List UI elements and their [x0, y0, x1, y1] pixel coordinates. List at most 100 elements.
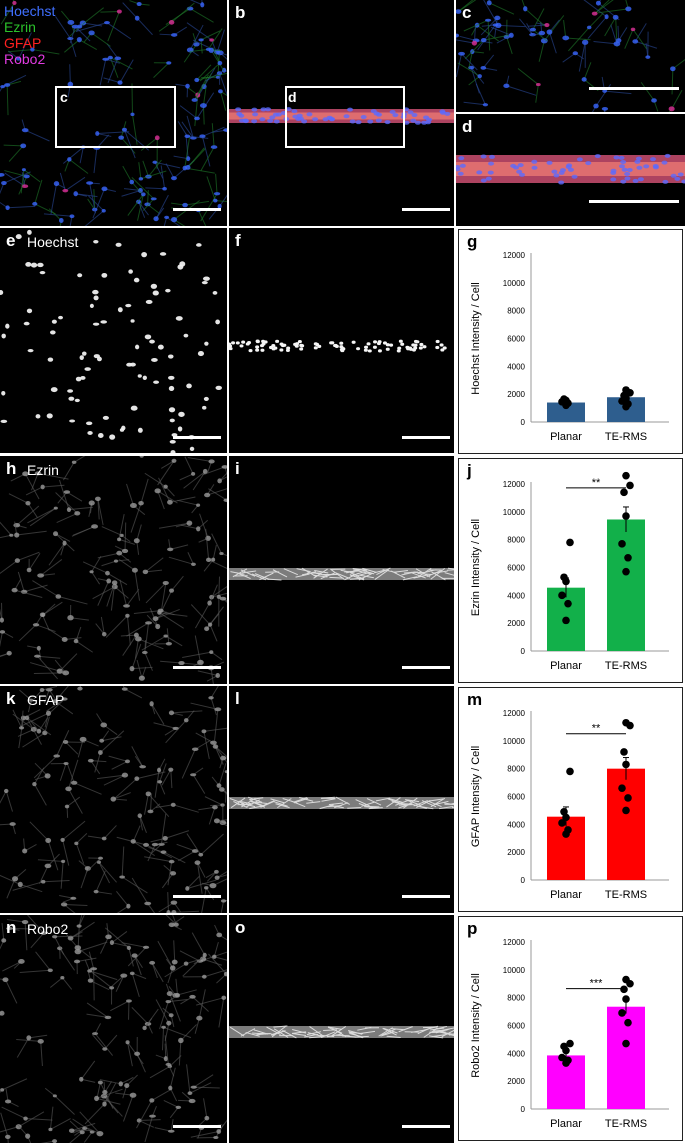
scale-bar-a: [173, 208, 221, 211]
panel-label-n: n: [6, 918, 17, 937]
data-point: [622, 1039, 630, 1048]
y-tick-label: 8000: [507, 307, 525, 316]
y-tick-label: 8000: [507, 765, 525, 774]
chart-label-m: m: [467, 690, 483, 709]
y-tick-label: 4000: [507, 591, 525, 600]
chart-m-svg: 0 2000 4000 6000 8000 10000 12000 GFAP Intensit…: [470, 709, 669, 901]
scale-bar-i: [402, 666, 450, 669]
legend-gfap: GFAP: [4, 35, 42, 51]
data-point: [566, 767, 574, 776]
panel-label-e: e: [6, 231, 16, 250]
legend-ezrin: Ezrin: [4, 19, 36, 35]
x-tick-label: Planar: [550, 1118, 582, 1130]
data-point: [622, 512, 630, 520]
y-tick-label: 2000: [507, 848, 525, 857]
x-tick-label: Planar: [550, 889, 582, 901]
panel-title-k: GFAP: [27, 692, 65, 708]
data-point: [560, 808, 568, 816]
chart-g-svg: 0 2000 4000 6000 8000 10000 12000 Hoechst Inten…: [470, 251, 669, 443]
chart-j-ezrin: 0 2000 4000 6000 8000 10000 12000 Ezrin Intensi…: [458, 458, 683, 683]
panel-label-o: o: [235, 918, 246, 937]
roi-label-d: d: [288, 89, 297, 105]
x-tick-label: Planar: [550, 660, 582, 672]
data-point: [564, 1056, 572, 1065]
data-point: [622, 567, 630, 576]
data-point: [624, 794, 632, 802]
panel-title-e: Hoechst: [27, 234, 79, 250]
x-tick-label: TE-RMS: [605, 660, 647, 672]
roi-box-d: [285, 86, 405, 148]
data-point: [622, 760, 630, 769]
y-tick-label: 12000: [503, 251, 526, 260]
chart-p-robo2: 0 2000 4000 6000 8000 10000 12000 Robo2 Intensi…: [458, 916, 683, 1141]
data-point: [560, 1042, 568, 1051]
y-tick-label: 0: [521, 1105, 526, 1114]
zoom-te-rms-image: d: [456, 114, 685, 226]
scale-bar-f: [402, 436, 450, 439]
gfap-planar-image: k GFAP: [0, 686, 227, 913]
channel-legend: Hoechst Ezrin GFAP Robo2: [4, 3, 55, 67]
ezrin-planar-image: h Ezrin: [0, 456, 227, 684]
x-tick-label: Planar: [550, 431, 582, 443]
data-point: [564, 826, 572, 834]
data-point: [622, 975, 630, 984]
data-point: [622, 806, 630, 815]
x-tick-label: TE-RMS: [605, 431, 647, 443]
panel-label-i: i: [235, 459, 240, 478]
y-tick-label: 10000: [503, 966, 526, 975]
robo2-planar-image: n Robo2: [0, 915, 227, 1143]
robo2-te-rms-image: o: [229, 915, 454, 1143]
panel-label-f: f: [235, 231, 241, 250]
data-point: [620, 985, 628, 994]
data-point: [558, 591, 566, 600]
y-tick-label: 6000: [507, 335, 525, 344]
bar: [547, 402, 585, 422]
y-tick-label: 10000: [503, 508, 526, 517]
y-axis-label: GFAP Intensity / Cell: [470, 746, 482, 847]
data-point: [620, 748, 628, 756]
y-tick-label: 8000: [507, 536, 525, 545]
chart-label-p: p: [467, 919, 478, 938]
y-tick-label: 2000: [507, 390, 525, 399]
scale-bar-b: [402, 208, 450, 211]
data-point: [558, 1053, 566, 1062]
data-point: [622, 718, 630, 727]
roi-box-c: [55, 86, 176, 148]
ezrin-te-rms-image: i: [229, 456, 454, 684]
y-tick-label: 2000: [507, 619, 525, 628]
legend-robo2: Robo2: [4, 51, 46, 67]
y-tick-label: 12000: [503, 709, 526, 718]
scale-bar-l: [402, 895, 450, 898]
panel-label-h: h: [6, 459, 17, 478]
merged-planar-image: Hoechst Ezrin GFAP Robo2 c: [0, 0, 227, 226]
legend-hoechst: Hoechst: [4, 3, 56, 19]
significance-marker: **: [592, 477, 601, 489]
data-point: [626, 481, 634, 490]
hoechst-planar-image: e Hoechst: [0, 228, 227, 453]
y-tick-label: 0: [521, 876, 526, 885]
data-point: [622, 995, 630, 1003]
chart-m-gfap: 0 2000 4000 6000 8000 10000 12000 GFAP Intensit…: [458, 687, 683, 912]
scale-bar-d: [589, 200, 679, 203]
zoom-planar-image: c: [456, 0, 685, 112]
scale-bar-h: [173, 666, 221, 669]
data-point: [566, 538, 574, 547]
panel-title-n: Robo2: [27, 921, 69, 937]
y-tick-label: 6000: [507, 793, 525, 802]
y-tick-label: 12000: [503, 938, 526, 947]
y-axis-label: Hoechst Intensity / Cell: [470, 282, 482, 395]
chart-j-svg: 0 2000 4000 6000 8000 10000 12000 Ezrin Intensi…: [470, 471, 669, 672]
scale-bar-e: [173, 436, 221, 439]
y-tick-label: 2000: [507, 1077, 525, 1086]
panel-title-h: Ezrin: [27, 462, 59, 478]
data-point: [624, 553, 632, 562]
data-point: [622, 471, 630, 480]
significance-marker: **: [592, 723, 601, 735]
data-point: [566, 1039, 574, 1048]
y-tick-label: 0: [521, 647, 526, 656]
scale-bar-c: [589, 87, 679, 90]
data-point: [620, 488, 628, 497]
y-tick-label: 6000: [507, 564, 525, 573]
data-point: [618, 1009, 626, 1017]
data-point: [560, 573, 568, 582]
